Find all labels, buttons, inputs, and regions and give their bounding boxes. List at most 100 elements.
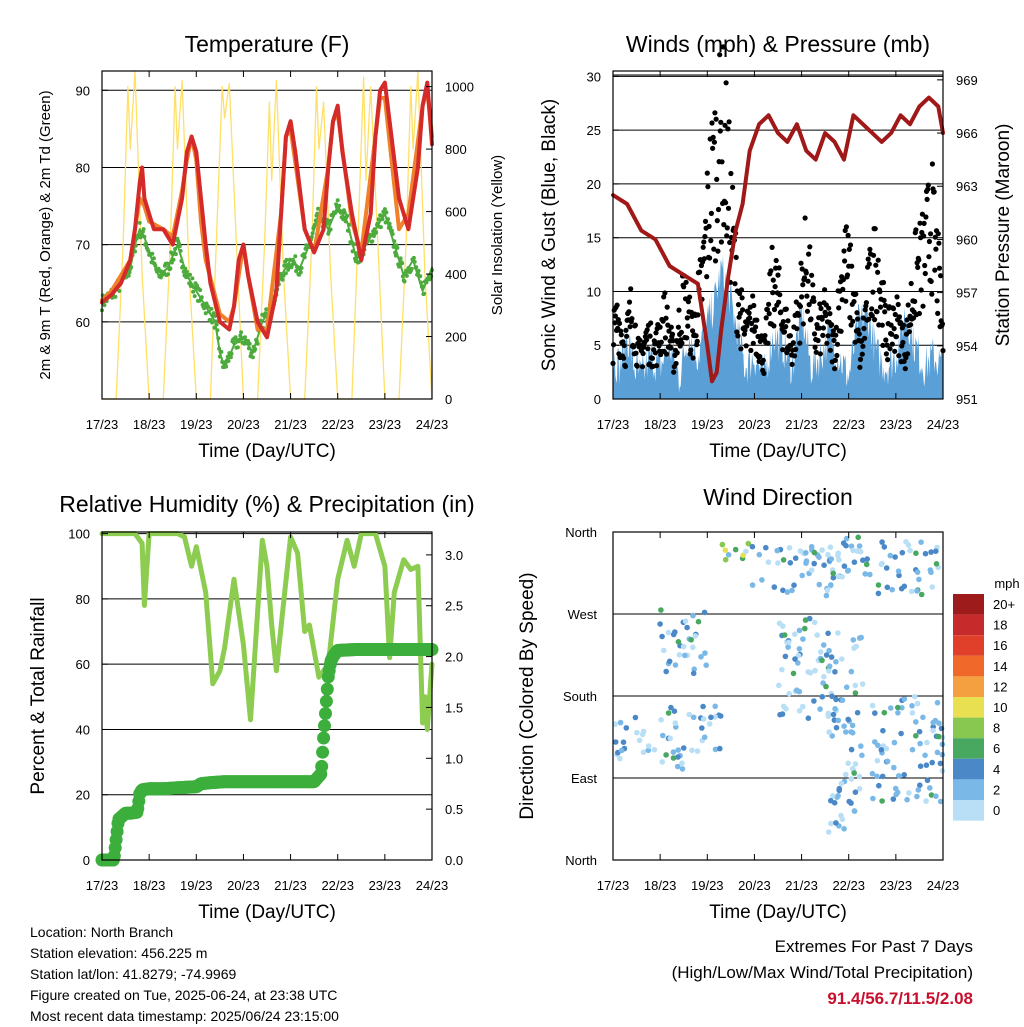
gust-point [887,346,893,352]
gust-point [702,233,708,240]
gust-point [857,364,863,370]
gust-point [842,258,848,264]
gust-point [921,220,927,226]
gust-point [624,333,630,339]
gust-point [892,348,898,354]
direction-point [914,569,921,575]
direction-point [851,645,857,651]
y-right-tick-label: 963 [956,179,978,194]
gust-point [818,305,824,312]
gust-point [770,277,776,283]
gust-point [851,299,857,305]
gust-point [816,325,822,331]
gust-point [711,246,717,252]
dewpoint-point [239,330,244,335]
direction-point [632,714,639,721]
direction-point [743,548,749,555]
gust-point [754,317,760,323]
gust-point [683,279,689,285]
direction-point [775,560,781,566]
gust-point [781,329,788,335]
gust-point [664,351,670,357]
gust-point [722,122,728,128]
direction-point [851,559,858,565]
precipitation-point [317,731,331,745]
y-right-tick-label: 1000 [445,80,474,95]
y-right-tick-label: 600 [445,205,467,220]
dewpoint-point [210,320,214,325]
y-right-tick-label: 200 [445,330,467,345]
x-tick-label: 20/23 [738,417,771,432]
direction-point [888,705,894,711]
direction-point [833,820,839,826]
gust-point [632,322,639,328]
direction-point [846,798,852,805]
direction-point [881,544,888,550]
gust-point [829,322,835,328]
direction-point [665,710,672,716]
direction-point [908,588,915,595]
gust-point [657,324,663,330]
direction-point [903,539,909,545]
gust-point [662,335,669,341]
direction-point [856,786,863,792]
direction-point [889,586,895,593]
direction-point [803,550,809,556]
gust-point [922,270,928,277]
y-tick-label: 30 [587,69,601,84]
gust-point [857,356,864,362]
direction-point [835,793,841,799]
y-right-tick-label: 3.0 [445,548,463,563]
direction-point [784,589,791,595]
direction-point [852,789,859,795]
direction-point [675,747,681,753]
gust-point [902,366,908,372]
direction-point [699,725,705,731]
gust-point [916,310,923,317]
direction-point [786,690,792,697]
gust-point [780,319,786,325]
gust-point [776,299,782,305]
direction-point [826,729,832,735]
gust-point [841,248,847,254]
direction-point [719,541,726,548]
gust-point [872,226,878,232]
gust-point [678,329,685,335]
gust-point [640,350,646,357]
dewpoint-point [192,294,197,299]
direction-point [725,552,732,558]
direction-point [849,730,856,736]
chart-panel-3: Relative Humidity (%) & Precipitation (i… [28,491,475,923]
direction-point [887,552,894,559]
gust-point [935,231,941,237]
direction-point [913,733,919,739]
direction-point [823,592,830,599]
direction-point [869,702,876,709]
direction-point [779,666,785,673]
chart-title: Temperature (F) [185,31,350,57]
gust-point [931,189,937,195]
dewpoint-point [378,225,383,230]
gust-point [690,355,696,361]
direction-point [745,540,752,547]
gust-point [917,220,923,226]
direction-point [712,703,718,710]
dewpoint-point [250,355,255,360]
direction-point [879,798,885,804]
dewpoint-point [213,313,218,318]
dewpoint-point [264,307,269,312]
direction-point [872,710,878,716]
x-tick-label: 21/23 [274,878,307,893]
gust-point [838,328,844,334]
gust-point [919,211,926,217]
y-right-tick-label: 2.0 [445,650,463,665]
gust-point [724,225,730,231]
direction-point [875,582,882,588]
dewpoint-point [411,255,416,260]
gust-point [894,294,900,300]
x-tick-label: 19/23 [691,878,724,893]
direction-point [825,713,832,719]
dewpoint-point [298,270,303,275]
gust-point [629,316,635,322]
direction-point [802,617,809,623]
